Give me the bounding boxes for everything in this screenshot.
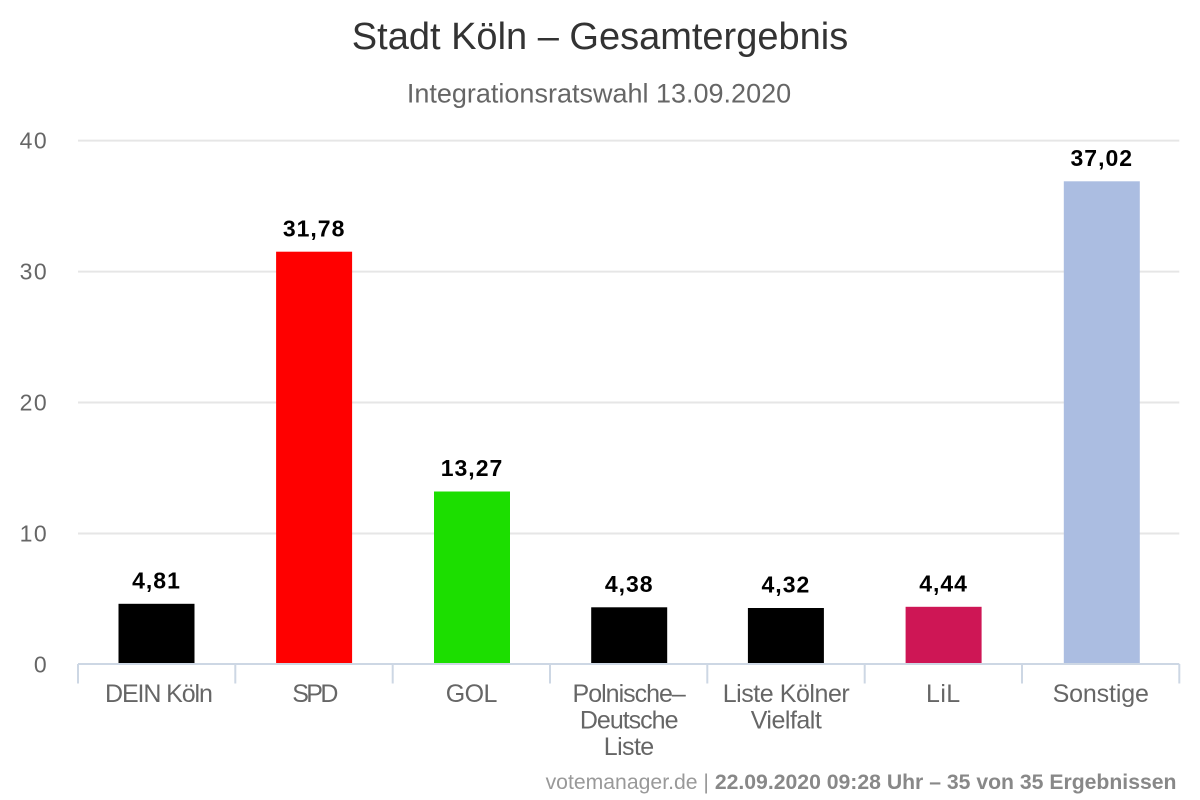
svg-text:20: 20 <box>20 390 49 416</box>
svg-text:votemanager.de | 22.09.2020 09: votemanager.de | 22.09.2020 09:28 Uhr – … <box>546 771 1177 794</box>
svg-text:Deutsche: Deutsche <box>580 707 678 735</box>
svg-text:Vielfalt: Vielfalt <box>751 707 822 735</box>
svg-text:40: 40 <box>20 128 49 154</box>
svg-text:SPD: SPD <box>292 680 337 708</box>
svg-text:0: 0 <box>34 652 48 678</box>
svg-text:4,38: 4,38 <box>605 571 654 597</box>
svg-text:37,02: 37,02 <box>1071 145 1134 171</box>
svg-text:4,81: 4,81 <box>132 568 181 594</box>
svg-text:4,44: 4,44 <box>919 571 968 597</box>
svg-text:LiL: LiL <box>926 680 961 708</box>
svg-text:Stadt Köln – Gesamtergebnis: Stadt Köln – Gesamtergebnis <box>352 16 848 58</box>
svg-text:DEIN Köln: DEIN Köln <box>105 680 212 708</box>
svg-text:10: 10 <box>20 521 49 547</box>
svg-text:Integrationsratswahl 13.09.202: Integrationsratswahl 13.09.2020 <box>407 79 791 109</box>
svg-text:Sonstige: Sonstige <box>1053 680 1149 708</box>
svg-text:GOL: GOL <box>446 680 498 708</box>
svg-text:30: 30 <box>20 259 49 285</box>
svg-text:4,32: 4,32 <box>762 572 811 598</box>
svg-text:Liste: Liste <box>604 733 654 761</box>
svg-text:Liste Kölner: Liste Kölner <box>723 680 850 708</box>
svg-text:13,27: 13,27 <box>441 455 504 481</box>
svg-text:31,78: 31,78 <box>283 215 346 241</box>
svg-text:Polnische–: Polnische– <box>573 680 686 708</box>
